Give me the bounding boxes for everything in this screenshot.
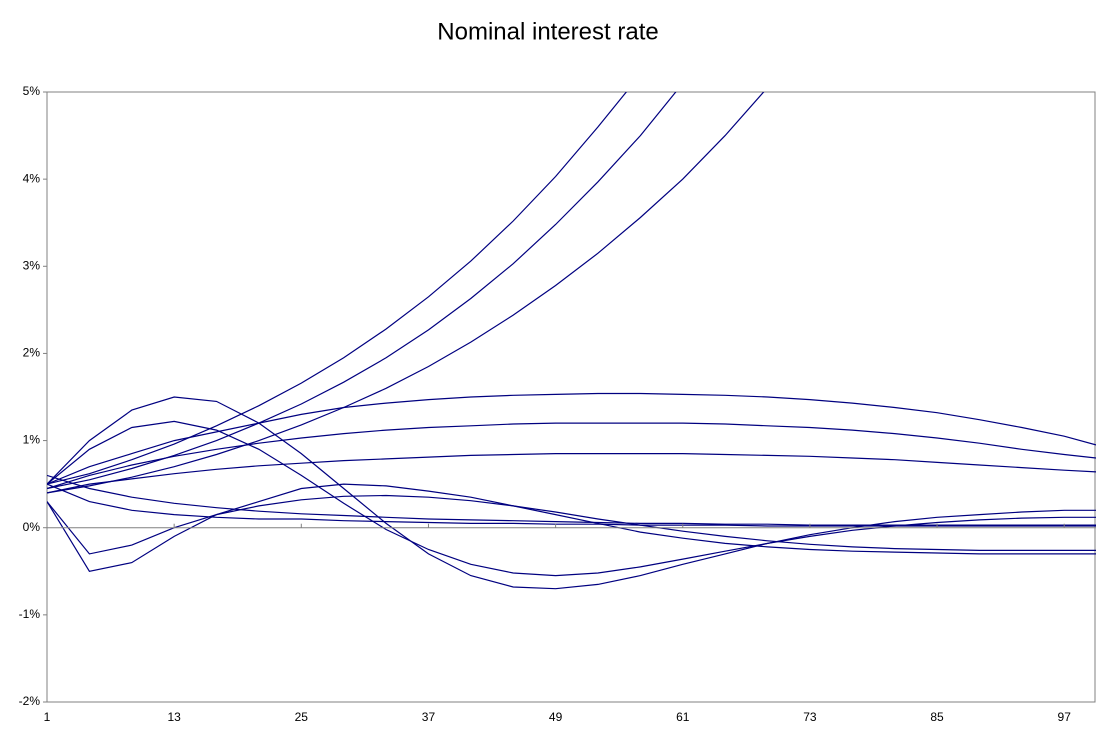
y-tick-label: 0% — [23, 520, 41, 534]
y-tick-label: -2% — [19, 694, 41, 708]
series-line — [47, 453, 1096, 494]
x-tick-label: 37 — [422, 710, 436, 724]
series-line — [47, 92, 765, 494]
y-tick-label: 1% — [23, 433, 41, 447]
y-tick-label: 5% — [23, 84, 41, 98]
series-line — [47, 422, 1096, 490]
x-tick-label: 61 — [676, 710, 690, 724]
y-tick-label: -1% — [19, 607, 41, 621]
series-line — [47, 396, 1096, 590]
chart-title: Nominal interest rate — [437, 18, 658, 45]
y-tick-label: 4% — [23, 171, 41, 185]
x-tick-label: 49 — [549, 710, 563, 724]
x-tick-label: 73 — [803, 710, 817, 724]
series-line — [47, 392, 1096, 485]
x-tick-label: 85 — [930, 710, 944, 724]
series-line — [47, 92, 677, 490]
series-line — [47, 483, 1096, 572]
series-line — [47, 420, 1096, 577]
series-line — [47, 483, 1096, 527]
series-line — [47, 494, 1096, 555]
y-tick-label: 3% — [23, 258, 41, 272]
x-tick-label: 97 — [1058, 710, 1072, 724]
x-tick-label: 25 — [295, 710, 309, 724]
x-tick-label: 13 — [167, 710, 181, 724]
series-line — [47, 474, 1096, 526]
series-line — [47, 92, 628, 485]
series-group — [47, 92, 1096, 590]
y-tick-label: 2% — [23, 346, 41, 360]
plot-frame — [46, 91, 1096, 703]
x-tick-label: 1 — [44, 710, 51, 724]
